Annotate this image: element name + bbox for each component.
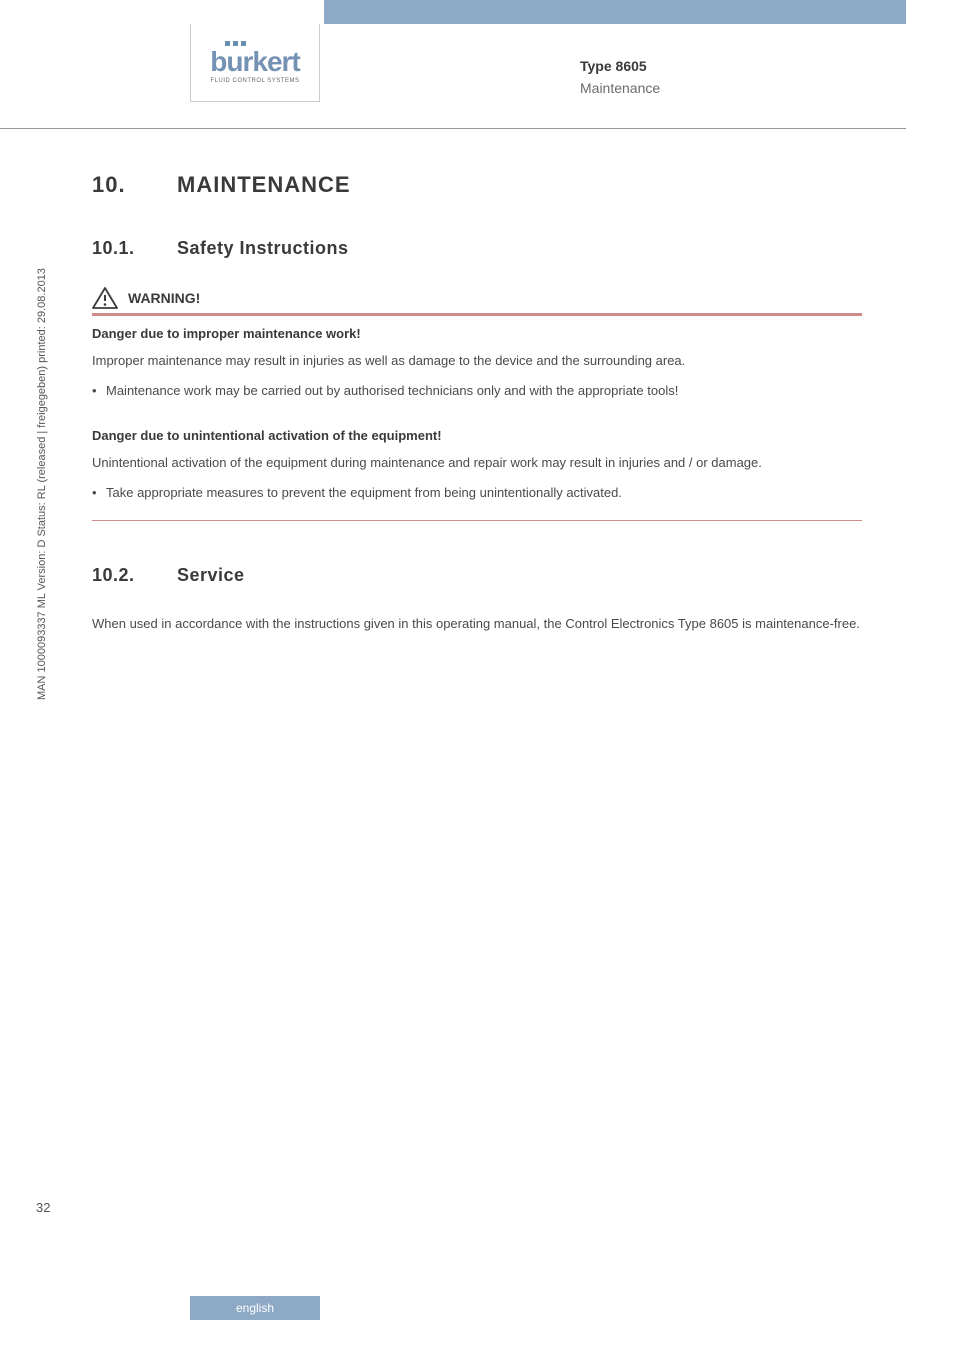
subsection-number: 10.1.: [92, 238, 177, 259]
footer-language-tab: english: [190, 1296, 320, 1320]
content-area: 10.MAINTENANCE 10.1.Safety Instructions …: [92, 172, 862, 644]
header-type-label: Type 8605: [580, 58, 660, 74]
subsection-title: Service: [177, 565, 245, 585]
section-heading: 10.MAINTENANCE: [92, 172, 862, 198]
bullet-mark: •: [92, 483, 106, 503]
header-bar: [324, 0, 906, 24]
page-number: 32: [36, 1200, 50, 1215]
bullet-text: Maintenance work may be carried out by a…: [106, 381, 678, 401]
subsection-heading: 10.2.Service: [92, 565, 862, 586]
danger-title: Danger due to improper maintenance work!: [92, 326, 862, 341]
subsection-title: Safety Instructions: [177, 238, 349, 258]
side-meta-text: MAN 1000093337 ML Version: D Status: RL …: [36, 268, 48, 700]
header-divider: [0, 128, 906, 129]
logo: burkert FLUID CONTROL SYSTEMS: [190, 24, 320, 102]
warning-header: WARNING!: [92, 287, 862, 316]
warning-label: WARNING!: [128, 290, 200, 306]
bullet-item: • Maintenance work may be carried out by…: [92, 381, 862, 401]
header-section-label: Maintenance: [580, 80, 660, 96]
danger-text: Unintentional activation of the equipmen…: [92, 453, 862, 473]
service-body: When used in accordance with the instruc…: [92, 614, 862, 634]
logo-text: burkert: [210, 48, 299, 76]
warning-box: WARNING! Danger due to improper maintena…: [92, 287, 862, 521]
danger-text: Improper maintenance may result in injur…: [92, 351, 862, 371]
subsection-number: 10.2.: [92, 565, 177, 586]
bullet-item: • Take appropriate measures to prevent t…: [92, 483, 862, 503]
logo-subtitle: FLUID CONTROL SYSTEMS: [211, 78, 300, 84]
bullet-text: Take appropriate measures to prevent the…: [106, 483, 622, 503]
warning-body: Danger due to improper maintenance work!…: [92, 326, 862, 521]
danger-title: Danger due to unintentional activation o…: [92, 428, 862, 443]
bullet-mark: •: [92, 381, 106, 401]
section-number: 10.: [92, 172, 177, 198]
subsection-heading: 10.1.Safety Instructions: [92, 238, 862, 259]
warning-icon: [92, 287, 118, 309]
header-right: Type 8605 Maintenance: [580, 58, 660, 96]
section-title: MAINTENANCE: [177, 172, 351, 197]
